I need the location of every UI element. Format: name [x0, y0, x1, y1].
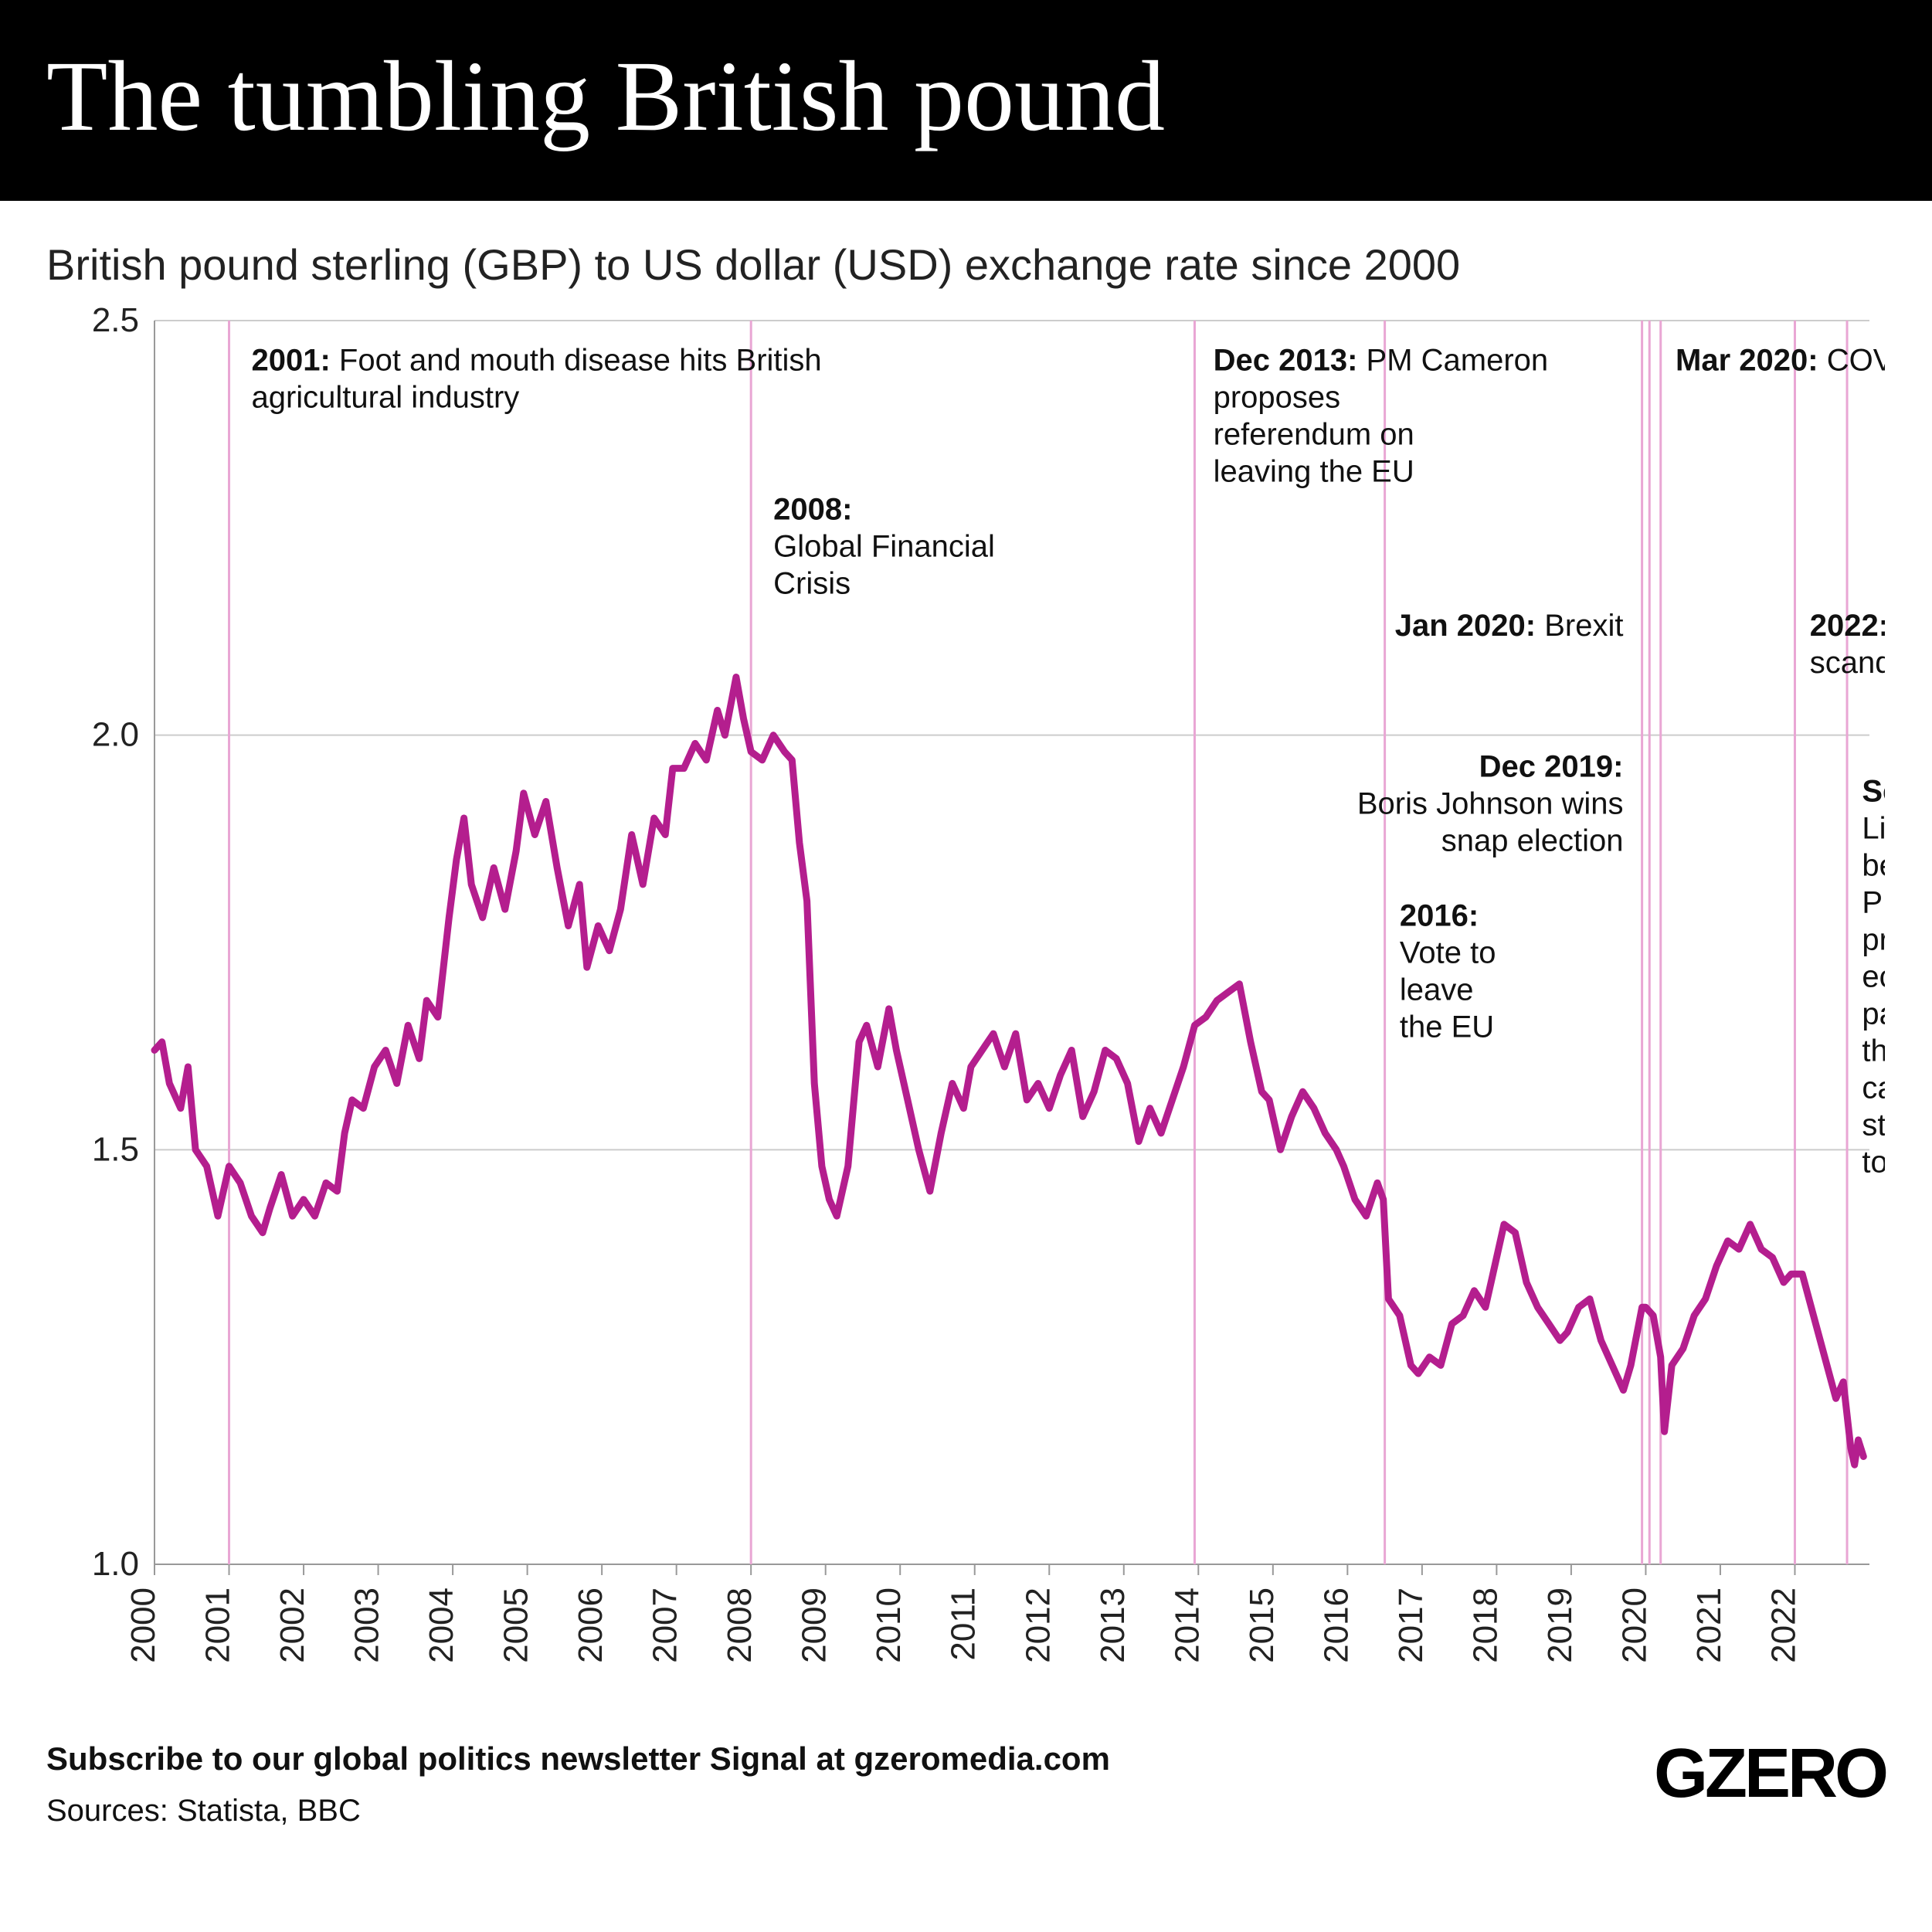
x-tick-label: 2018 — [1466, 1587, 1504, 1663]
gzero-logo: GZERO — [1654, 1734, 1886, 1814]
event-annotation: Sep 2022: Liz Truss becomes PM, proposes eco… — [1862, 775, 1885, 1180]
x-tick-label: 2017 — [1392, 1587, 1430, 1663]
x-tick-label: 2004 — [423, 1587, 460, 1663]
svg-text:2008:: 2008: — [773, 493, 852, 527]
chart-subtitle: British pound sterling (GBP) to US dolla… — [0, 201, 1932, 305]
svg-text:sterling: sterling — [1862, 1109, 1885, 1143]
svg-text:becomes: becomes — [1862, 849, 1885, 883]
footer: Subscribe to our global politics newslet… — [0, 1711, 1932, 1834]
svg-text:2001: Foot and mouth disease h: 2001: Foot and mouth disease hits Britis… — [251, 343, 821, 377]
svg-text:Global Financial: Global Financial — [773, 530, 995, 564]
x-tick-label: 2014 — [1168, 1587, 1206, 1663]
footer-cta: Subscribe to our global politics newslet… — [46, 1734, 1110, 1783]
svg-text:leave: leave — [1400, 973, 1474, 1007]
svg-text:Crisis: Crisis — [773, 567, 851, 601]
y-tick-label: 1.5 — [92, 1130, 139, 1168]
svg-text:economic: economic — [1862, 960, 1885, 994]
svg-text:package: package — [1862, 997, 1885, 1031]
x-tick-label: 2000 — [124, 1587, 162, 1663]
svg-text:snap election: snap election — [1441, 823, 1624, 857]
x-tick-label: 2003 — [348, 1587, 386, 1663]
footer-sources: Sources: Statista, BBC — [46, 1788, 1110, 1834]
event-annotation: Jan 2020: Brexit — [1395, 609, 1624, 643]
svg-text:referendum on: referendum on — [1214, 417, 1414, 451]
event-annotation: Mar 2020: COVID-19 hits — [1676, 343, 1885, 377]
exchange-rate-line-chart: 1.0 1.5 2.0 2.5 2000 2001 2002 2003 2004 2005 2006… — [46, 305, 1885, 1711]
svg-text:Mar 2020: COVID-19 hits: Mar 2020: COVID-19 hits — [1676, 343, 1885, 377]
svg-text:Boris Johnson wins: Boris Johnson wins — [1357, 786, 1624, 820]
svg-text:Sep 2022:: Sep 2022: — [1862, 775, 1885, 809]
svg-text:to plunge: to plunge — [1862, 1146, 1885, 1180]
x-tick-label: 2010 — [870, 1587, 908, 1663]
svg-text:the EU: the EU — [1400, 1010, 1494, 1044]
svg-text:that: that — [1862, 1034, 1885, 1068]
x-tick-label: 2006 — [572, 1587, 609, 1663]
svg-text:Jan 2020: Brexit: Jan 2020: Brexit — [1395, 609, 1624, 643]
x-tick-label: 2015 — [1243, 1587, 1281, 1663]
svg-text:Liz Truss: Liz Truss — [1862, 812, 1885, 846]
x-tick-label: 2021 — [1690, 1587, 1728, 1663]
title-bar: The tumbling British pound — [0, 0, 1932, 201]
x-tick-label: 2016 — [1317, 1587, 1355, 1663]
x-tick-label: 2001 — [199, 1587, 237, 1663]
svg-text:leaving the EU: leaving the EU — [1214, 454, 1414, 488]
page-title: The tumbling British pound — [46, 39, 1886, 154]
y-tick-label: 1.0 — [92, 1545, 139, 1583]
y-tick-label: 2.0 — [92, 716, 139, 754]
svg-text:Vote to: Vote to — [1400, 936, 1496, 970]
x-tick-label: 2022 — [1764, 1587, 1802, 1663]
svg-text:PM,: PM, — [1862, 886, 1885, 920]
svg-text:scandal: scandal — [1810, 646, 1885, 680]
x-tick-label: 2020 — [1615, 1587, 1653, 1663]
svg-text:causes: causes — [1862, 1071, 1885, 1105]
svg-text:2016:: 2016: — [1400, 899, 1479, 933]
svg-text:agricultural industry: agricultural industry — [251, 380, 519, 414]
y-tick-label: 2.5 — [92, 305, 139, 339]
x-tick-label: 2013 — [1094, 1587, 1132, 1663]
x-tick-label: 2007 — [647, 1587, 684, 1663]
svg-text:proposes: proposes — [1214, 380, 1341, 414]
x-tick-label: 2019 — [1541, 1587, 1579, 1663]
svg-text:proposes: proposes — [1862, 923, 1885, 957]
footer-text: Subscribe to our global politics newslet… — [46, 1734, 1110, 1834]
svg-text:2022: “Partygate”: 2022: “Partygate” — [1810, 609, 1885, 643]
x-tick-label: 2011 — [945, 1587, 983, 1661]
svg-text:Dec 2019:: Dec 2019: — [1479, 749, 1624, 783]
chart-container: 1.0 1.5 2.0 2.5 2000 2001 2002 2003 2004 2005 2006… — [46, 305, 1886, 1711]
svg-text:Dec 2013: PM Cameron: Dec 2013: PM Cameron — [1214, 343, 1549, 377]
x-tick-label: 2005 — [497, 1587, 535, 1663]
x-tick-label: 2008 — [721, 1587, 759, 1663]
x-tick-label: 2012 — [1019, 1587, 1057, 1663]
x-tick-label: 2009 — [796, 1587, 834, 1663]
x-tick-label: 2002 — [273, 1587, 311, 1663]
